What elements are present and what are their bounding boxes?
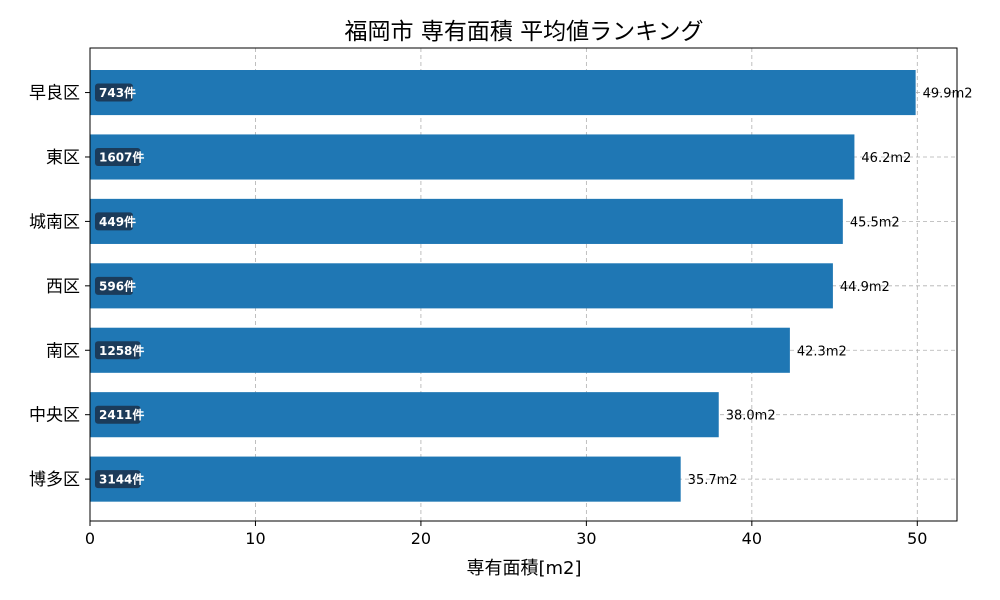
count-label: 3144件 <box>99 472 144 487</box>
count-badge <box>95 341 141 360</box>
category-label: 南区 <box>46 341 80 361</box>
x-tick-label: 40 <box>742 529 762 548</box>
bar <box>90 198 843 244</box>
bar <box>90 263 833 309</box>
value-label: 38.0m2 <box>726 409 776 424</box>
bar <box>90 392 719 438</box>
value-label: 46.2m2 <box>861 151 911 166</box>
count-badge <box>95 212 133 231</box>
value-label: 45.5m2 <box>850 215 900 230</box>
category-label: 城南区 <box>29 212 80 232</box>
count-label: 743件 <box>99 85 136 100</box>
value-label: 35.7m2 <box>688 473 738 488</box>
count-badge <box>95 83 133 102</box>
x-tick-label: 20 <box>411 529 431 548</box>
x-tick-label: 0 <box>85 529 95 548</box>
count-label: 1258件 <box>99 343 144 358</box>
category-label: 早良区 <box>29 84 80 104</box>
chart-title: 福岡市 専有面積 平均値ランキング <box>345 19 704 45</box>
bar <box>90 327 790 373</box>
plot-frame <box>89 47 958 522</box>
count-badge <box>95 147 141 166</box>
category-label: 東区 <box>46 148 80 168</box>
x-tick-label: 10 <box>245 529 265 548</box>
count-badge <box>95 470 141 489</box>
category-label: 博多区 <box>29 470 80 490</box>
count-label: 2411件 <box>99 407 144 422</box>
x-axis-ticks: 0 10 20 30 40 50 <box>85 521 927 548</box>
category-label: 西区 <box>46 277 80 297</box>
bar <box>90 456 681 502</box>
bar <box>90 134 855 180</box>
count-label: 449件 <box>99 214 136 229</box>
count-label: 596件 <box>99 278 136 293</box>
count-label: 1607件 <box>99 149 144 164</box>
value-label: 44.9m2 <box>840 280 890 295</box>
value-label: 42.3m2 <box>797 344 847 359</box>
category-label: 中央区 <box>29 406 80 426</box>
count-badge <box>95 276 133 295</box>
x-tick-label: 30 <box>576 529 596 548</box>
x-tick-label: 50 <box>907 529 927 548</box>
count-badge <box>95 405 141 424</box>
bars: 49.9m2 743件 46.2m2 1607件 45.5m2 449件 44.9m2 596… <box>90 70 973 502</box>
bar <box>90 70 916 116</box>
x-axis-label: 専有面積[m2] <box>466 558 581 579</box>
value-label: 49.9m2 <box>923 87 973 102</box>
